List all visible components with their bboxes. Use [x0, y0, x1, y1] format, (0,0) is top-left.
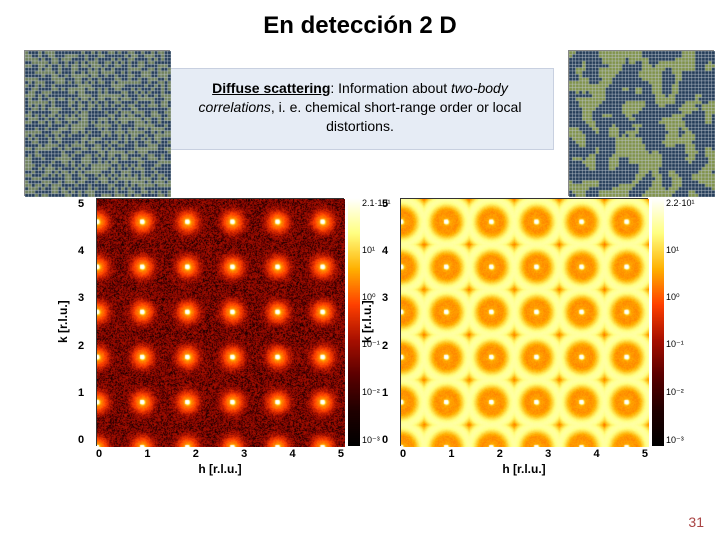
lattice-right	[568, 50, 714, 196]
lattice-left	[24, 50, 170, 196]
caption-lead: Diffuse scattering	[212, 80, 330, 96]
xlabel-right: h [r.l.u.]	[400, 462, 648, 476]
ylabel-left: k [r.l.u.]	[56, 198, 70, 446]
heatmap-left: 012345 012345 h [r.l.u.] k [r.l.u.] 2.1·…	[96, 198, 364, 466]
colorbar-right	[652, 198, 664, 446]
colorbar-left	[348, 198, 360, 446]
caption-tail: , i. e. chemical short-range order or lo…	[271, 99, 522, 134]
caption-box: Diffuse scattering: Information about tw…	[166, 68, 554, 150]
page-number: 31	[688, 514, 704, 530]
ylabel-right: k [r.l.u.]	[360, 198, 374, 446]
xlabel-left: h [r.l.u.]	[96, 462, 344, 476]
caption-mid: : Information about	[330, 80, 451, 96]
page-title: En detección 2 D	[0, 0, 720, 40]
heatmap-right: 012345 012345 h [r.l.u.] k [r.l.u.] 2.2·…	[400, 198, 668, 466]
